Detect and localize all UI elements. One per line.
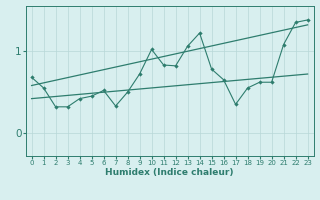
X-axis label: Humidex (Indice chaleur): Humidex (Indice chaleur) — [105, 168, 234, 177]
